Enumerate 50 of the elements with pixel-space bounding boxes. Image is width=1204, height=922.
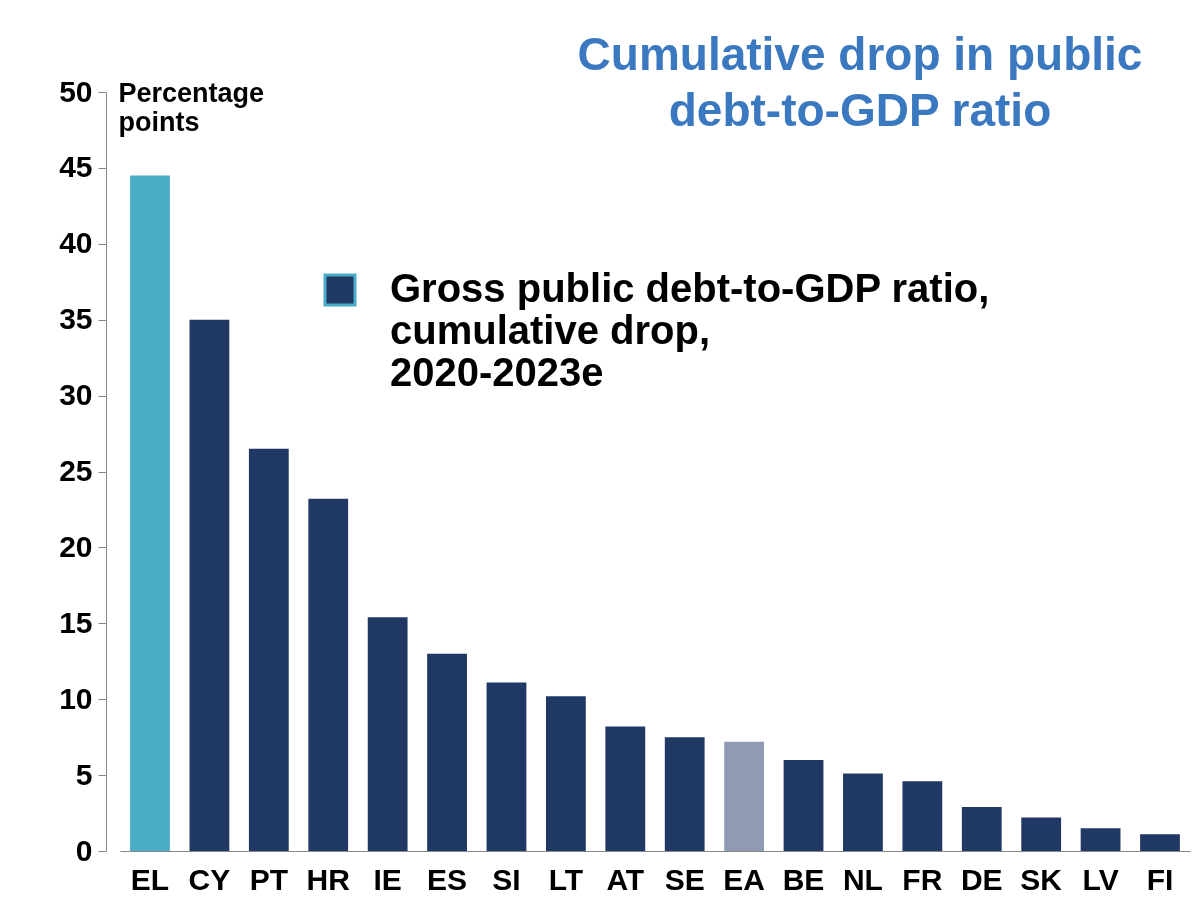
y-tick-label: 0 — [75, 833, 93, 867]
x-tick-label: EL — [130, 862, 170, 896]
bar — [902, 781, 943, 851]
x-tick-label: DE — [960, 862, 1003, 896]
bar — [545, 696, 586, 851]
y-tick-label: 20 — [59, 529, 93, 563]
bar — [308, 498, 349, 851]
bar — [843, 773, 883, 851]
x-tick-label: BE — [782, 862, 825, 896]
bar — [783, 759, 824, 851]
y-tick-label: 50 — [59, 74, 93, 108]
x-tick-label: AT — [606, 862, 645, 896]
x-tick-label: SK — [1020, 862, 1063, 896]
y-tick-label: 35 — [59, 302, 93, 336]
y-tick-label: 25 — [59, 454, 93, 487]
x-tick-label: IE — [373, 862, 402, 896]
y-axis-title: Percentage points — [118, 77, 265, 137]
bar — [1021, 817, 1062, 851]
bar — [724, 741, 765, 851]
x-tick-label: PT — [249, 862, 288, 896]
x-tick-label: FI — [1146, 862, 1174, 896]
bar — [248, 448, 289, 851]
x-tick-label: LV — [1082, 862, 1119, 896]
bar — [605, 726, 646, 851]
bar — [486, 682, 527, 851]
bar — [367, 617, 408, 851]
x-tick-label: SI — [492, 862, 521, 896]
x-tick-label: HR — [306, 862, 351, 896]
x-tick-label: ES — [427, 862, 468, 896]
legend-label: Gross public debt-to-GDP ratio, cumulative drop, 2020-2023e — [390, 266, 990, 394]
x-tick-label: SE — [664, 862, 705, 896]
bar — [427, 653, 467, 851]
x-tick-label: EA — [723, 862, 765, 896]
y-tick-label: 30 — [59, 378, 93, 412]
bar — [1080, 828, 1121, 851]
y-tick-label: 45 — [59, 150, 93, 184]
x-tick-label: NL — [842, 862, 883, 896]
bar — [961, 806, 1002, 851]
y-tick-label: 10 — [59, 681, 93, 715]
x-tick-label: LT — [548, 862, 584, 896]
chart-title: Cumulative drop in public debt-to-GDP ratio — [577, 28, 1143, 136]
x-tick-label: CY — [188, 862, 231, 896]
y-tick-label: 5 — [75, 757, 93, 791]
bar — [189, 319, 230, 851]
y-tick-label: 15 — [59, 605, 93, 639]
bar — [664, 737, 705, 851]
y-tick-label: 40 — [59, 226, 93, 260]
bar — [130, 175, 170, 851]
bar — [1140, 834, 1180, 851]
x-tick-label: FR — [902, 862, 943, 896]
